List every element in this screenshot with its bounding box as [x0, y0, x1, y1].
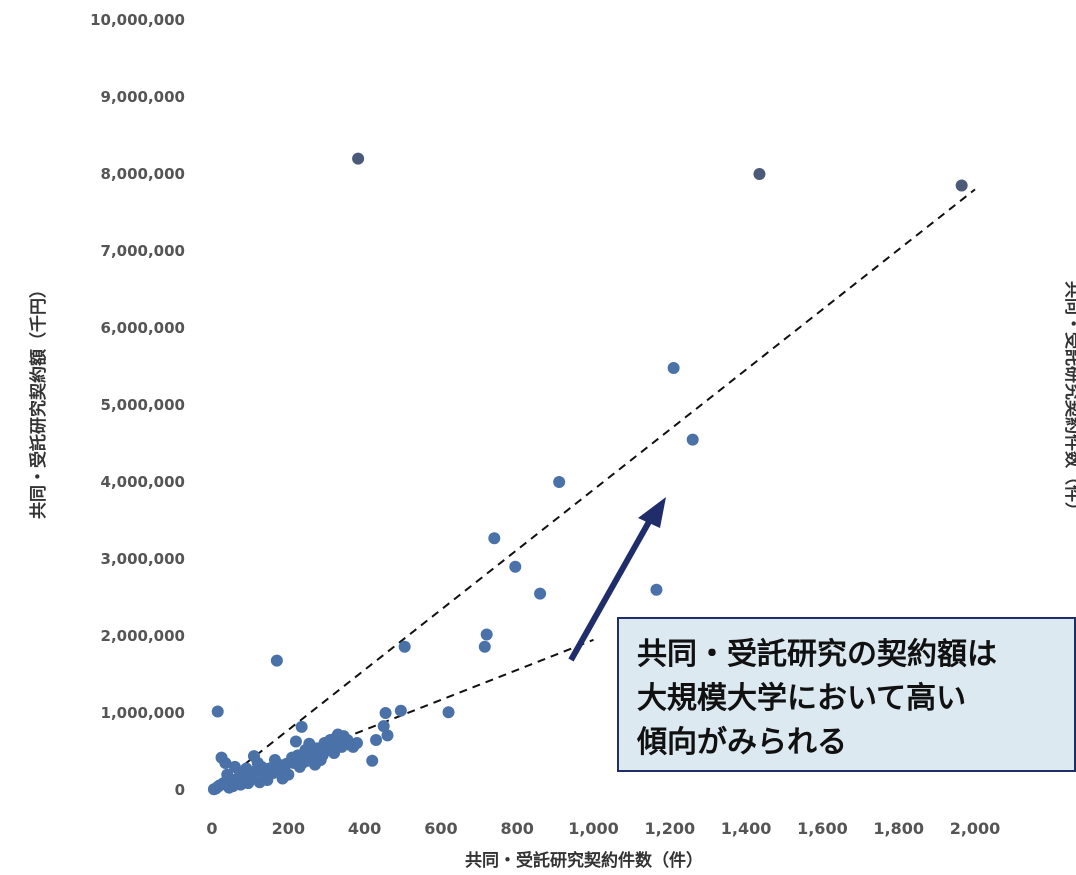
data-point	[553, 476, 566, 488]
data-point	[955, 179, 968, 192]
trend-line	[211, 188, 976, 791]
y-tick-label: 0	[175, 781, 185, 799]
data-point	[215, 751, 228, 764]
right-axis-label: 共同・受託研究契約件数（件）	[1062, 281, 1076, 519]
data-point	[211, 705, 224, 718]
data-point	[370, 733, 383, 746]
y-tick-label: 1,000,000	[101, 704, 185, 722]
x-tick-label: 200	[272, 819, 305, 838]
data-point	[478, 640, 491, 653]
data-point	[276, 772, 289, 785]
data-point	[350, 737, 363, 750]
data-point	[289, 735, 302, 748]
data-point	[278, 762, 291, 775]
arrow-shaft	[568, 518, 653, 662]
x-axis-ticks: 0 200 400 600 800 1,000 1,200 1,400 1,600 1,800 2,…	[206, 819, 1000, 838]
y-tick-label: 9,000,000	[101, 88, 185, 106]
data-point	[247, 750, 260, 763]
data-point	[381, 729, 394, 742]
data-point	[314, 753, 327, 766]
data-point	[379, 707, 392, 719]
y-axis-label: 共同・受託研究契約額（千円）	[28, 281, 49, 519]
annotation-line-2: 大規模大学において高い	[637, 681, 967, 716]
data-point	[488, 532, 501, 545]
y-axis-ticks: 0 1,000,000 2,000,000 3,000,000 4,000,000 5,0…	[90, 11, 185, 799]
data-points	[207, 152, 968, 796]
y-tick-label: 3,000,000	[101, 550, 185, 568]
data-point	[394, 704, 407, 717]
arrow-head	[638, 497, 666, 528]
data-point	[686, 433, 699, 446]
annotation-line-3: 傾向がみられる	[637, 725, 847, 760]
data-point	[442, 706, 455, 719]
annotation-callout: 共同・受託研究の契約額は 大規模大学において高い 傾向がみられる	[617, 617, 1076, 772]
x-tick-label: 600	[424, 819, 457, 838]
trend-line	[211, 638, 594, 791]
x-tick-label: 400	[348, 819, 381, 838]
x-tick-label: 1,600	[797, 819, 848, 838]
data-point	[207, 783, 220, 796]
data-point	[267, 767, 280, 780]
data-point	[352, 152, 365, 165]
y-tick-label: 2,000,000	[101, 627, 185, 645]
x-tick-label: 2,000	[950, 819, 1001, 838]
y-tick-label: 7,000,000	[101, 242, 185, 260]
x-tick-label: 1,800	[873, 819, 924, 838]
y-tick-label: 4,000,000	[101, 473, 185, 491]
x-tick-label: 1,400	[721, 819, 772, 838]
annotation-line-1: 共同・受託研究の契約額は	[637, 637, 997, 672]
data-point	[509, 560, 522, 573]
data-point	[667, 362, 680, 375]
trend-lines	[211, 188, 976, 791]
x-tick-label: 1,200	[644, 819, 695, 838]
data-point	[650, 583, 663, 596]
data-point	[480, 628, 493, 641]
annotation-arrow	[568, 497, 666, 662]
data-point	[366, 754, 379, 767]
y-tick-label: 8,000,000	[101, 165, 185, 183]
x-tick-label: 800	[500, 819, 533, 838]
y-tick-label: 5,000,000	[101, 396, 185, 414]
data-point	[398, 640, 411, 653]
data-point	[534, 587, 547, 600]
data-point	[295, 720, 308, 733]
y-tick-label: 6,000,000	[101, 319, 185, 337]
x-tick-label: 0	[206, 819, 217, 838]
y-tick-label: 10,000,000	[90, 11, 185, 29]
data-point	[255, 760, 268, 773]
data-point	[270, 654, 283, 667]
data-point	[377, 720, 390, 733]
x-axis-label: 共同・受託研究契約件数（件）	[465, 850, 703, 871]
data-point	[753, 168, 766, 180]
x-tick-label: 1,000	[568, 819, 619, 838]
data-point	[228, 760, 241, 773]
